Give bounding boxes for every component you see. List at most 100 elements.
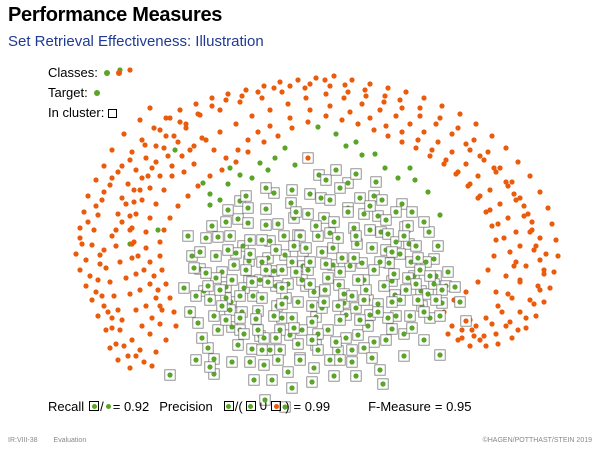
orange-point xyxy=(541,267,547,273)
legend: Classes: Target: In cluster: xyxy=(48,63,122,123)
orange-point xyxy=(137,187,143,193)
orange-point xyxy=(142,142,148,148)
green-point xyxy=(255,308,261,314)
orange-point xyxy=(149,363,155,369)
orange-point xyxy=(481,157,487,163)
orange-point xyxy=(295,77,301,83)
orange-point xyxy=(113,227,119,233)
green-point xyxy=(333,167,339,173)
orange-point xyxy=(533,243,539,249)
boxed-green-dot-icon xyxy=(245,401,256,411)
green-point xyxy=(401,233,407,239)
orange-point xyxy=(413,145,419,151)
orange-point xyxy=(521,203,527,209)
orange-point xyxy=(133,353,139,359)
green-point xyxy=(385,315,391,321)
orange-point xyxy=(127,291,133,297)
green-point xyxy=(209,223,215,229)
footer-left: IR:VIII-38 Evaluation xyxy=(8,437,86,444)
orange-point xyxy=(97,261,103,267)
orange-point xyxy=(421,95,427,101)
orange-point xyxy=(217,129,223,135)
orange-point xyxy=(455,125,461,131)
orange-point xyxy=(155,287,161,293)
orange-point xyxy=(517,309,523,315)
green-point xyxy=(367,227,373,233)
orange-point xyxy=(331,73,337,79)
orange-point xyxy=(107,345,113,351)
orange-point xyxy=(187,147,193,153)
green-point xyxy=(269,377,275,383)
orange-point xyxy=(147,259,153,265)
orange-point xyxy=(469,327,475,333)
orange-point xyxy=(307,81,313,87)
green-point xyxy=(200,180,206,186)
orange-point xyxy=(363,93,369,99)
orange-point xyxy=(285,101,291,107)
orange-point xyxy=(169,163,175,169)
orange-point xyxy=(323,113,329,119)
orange-point xyxy=(107,279,113,285)
green-point xyxy=(323,261,329,267)
orange-point xyxy=(535,283,541,289)
orange-point xyxy=(463,161,469,167)
orange-point xyxy=(157,253,163,259)
orange-point xyxy=(397,97,403,103)
orange-point xyxy=(93,289,99,295)
orange-point xyxy=(129,149,135,155)
orange-point xyxy=(547,285,553,291)
orange-point xyxy=(105,309,111,315)
green-point xyxy=(418,288,424,294)
orange-point xyxy=(109,175,115,181)
green-point xyxy=(337,185,343,191)
green-point xyxy=(393,239,399,245)
green-point xyxy=(193,357,199,363)
orange-point xyxy=(119,219,125,225)
green-point xyxy=(363,287,369,293)
green-point xyxy=(353,373,359,379)
green-point xyxy=(409,325,415,331)
green-point xyxy=(237,172,243,178)
green-point xyxy=(381,283,387,289)
orange-point xyxy=(541,271,547,277)
orange-point xyxy=(322,77,328,83)
orange-point xyxy=(537,287,543,293)
orange-point xyxy=(159,267,165,273)
orange-point xyxy=(435,139,441,145)
orange-point xyxy=(527,229,533,235)
footer-copyright: ©HAGEN/POTTHAST/STEIN 2019 xyxy=(482,437,592,444)
boxed-green-dot-icon xyxy=(223,401,234,411)
green-point xyxy=(291,243,297,249)
green-point xyxy=(271,268,277,274)
orange-point xyxy=(125,353,131,359)
green-point xyxy=(299,327,305,333)
orange-point xyxy=(493,169,499,175)
orange-point xyxy=(109,233,115,239)
orange-point xyxy=(362,87,368,93)
green-point xyxy=(305,211,311,217)
green-point xyxy=(318,195,324,201)
green-point xyxy=(229,277,235,283)
orange-point xyxy=(119,195,125,201)
orange-point xyxy=(543,251,549,257)
orange-point xyxy=(505,215,511,221)
orange-point xyxy=(139,323,145,329)
orange-point xyxy=(477,153,483,159)
recall-value: = 0.92 xyxy=(112,398,150,414)
green-point xyxy=(375,309,381,315)
orange-point xyxy=(133,167,139,173)
orange-point xyxy=(517,243,523,249)
green-point xyxy=(307,281,313,287)
green-point xyxy=(315,124,321,130)
orange-point xyxy=(277,79,283,85)
orange-point xyxy=(302,85,308,91)
green-point xyxy=(272,155,278,161)
orange-point xyxy=(455,337,461,343)
green-point xyxy=(285,369,291,375)
orange-point xyxy=(475,279,481,285)
green-point xyxy=(333,131,339,137)
green-point xyxy=(315,233,321,239)
green-point xyxy=(277,327,283,333)
green-point xyxy=(385,231,391,237)
legend-classes-label: Classes: xyxy=(48,65,98,80)
